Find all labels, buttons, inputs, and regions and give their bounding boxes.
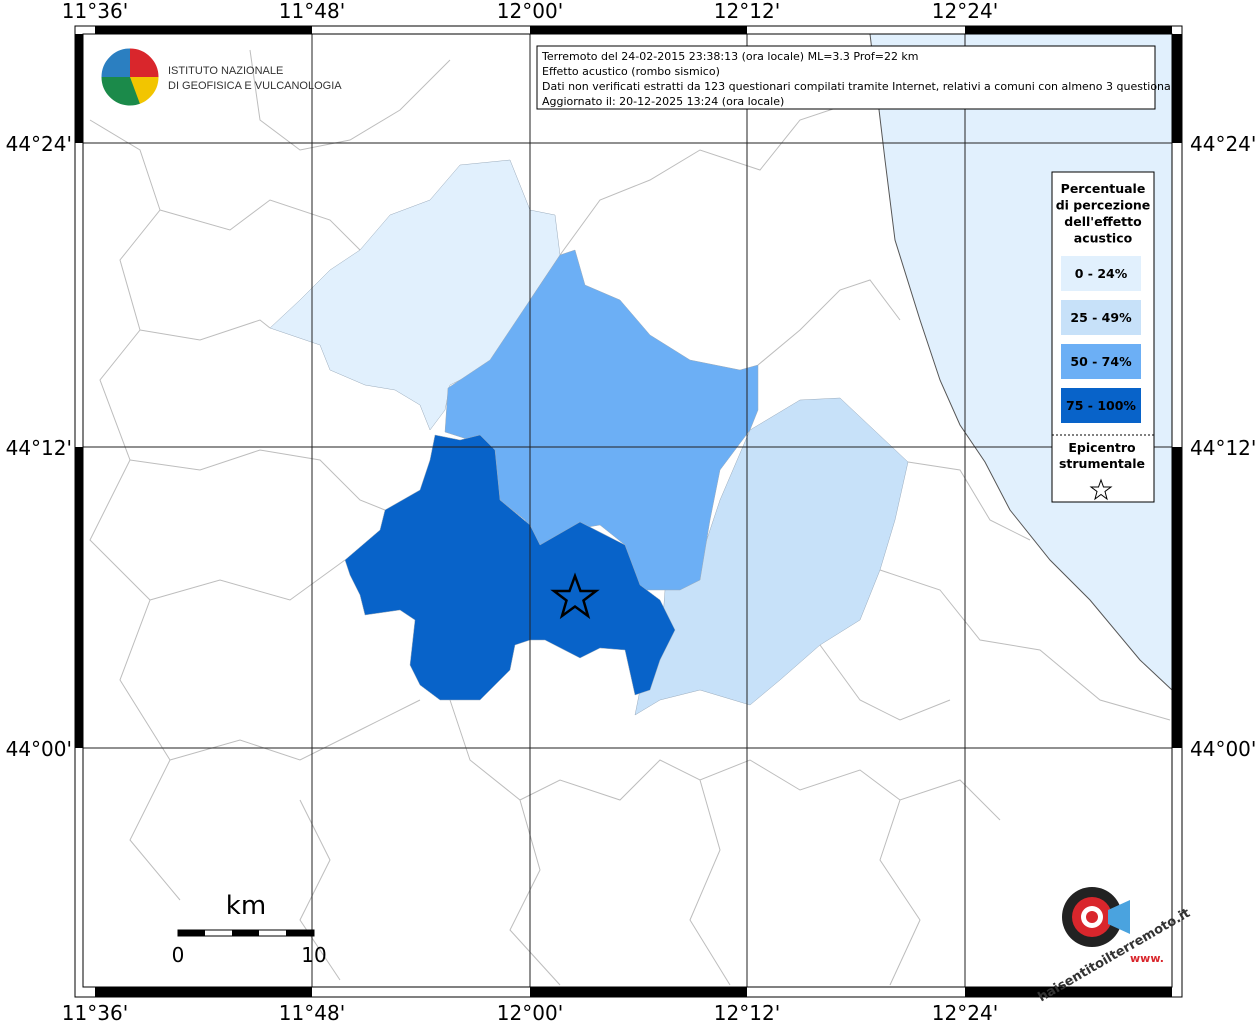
- longitude-label: 12°00': [497, 1001, 563, 1024]
- latitude-label: 44°12': [6, 436, 72, 460]
- logo-text: ISTITUTO NAZIONALE: [168, 65, 283, 77]
- scale-unit: km: [226, 891, 266, 921]
- legend-swatch: [1061, 344, 1141, 379]
- legend-title: acustico: [1074, 231, 1133, 246]
- legend-title: di percezione: [1056, 198, 1151, 213]
- ingv-logo: ISTITUTO NAZIONALE DI GEOFISICA E VULCAN…: [100, 47, 342, 107]
- longitude-label: 11°36': [62, 1001, 128, 1024]
- scale-start: 0: [172, 943, 185, 967]
- frame: [74, 25, 1183, 998]
- logo-text: DI GEOFISICA E VULCANOLOGIA: [168, 80, 342, 92]
- longitude-label: 12°24': [932, 0, 998, 23]
- legend-title: Percentuale: [1061, 181, 1146, 196]
- coastline: [869, 33, 1173, 691]
- info-line: Terremoto del 24-02-2015 23:38:13 (ora l…: [541, 50, 919, 63]
- info-line: Aggiornato il: 20-12-2025 13:24 (ora loc…: [542, 95, 784, 108]
- graticule: [83, 34, 1172, 987]
- longitude-label: 11°36': [62, 0, 128, 23]
- boundaries: [89, 49, 1171, 986]
- legend-swatch: [1061, 300, 1141, 335]
- info-line: Dati non verificati estratti da 123 ques…: [542, 80, 1182, 93]
- region-class-2: [444, 249, 759, 591]
- info-box: Terremoto del 24-02-2015 23:38:13 (ora l…: [536, 45, 1182, 110]
- legend-label: 0 - 24%: [1075, 266, 1128, 281]
- longitude-label: 12°12': [714, 1001, 780, 1024]
- legend-swatch: [1061, 388, 1141, 423]
- legend-label: 75 - 100%: [1066, 398, 1136, 413]
- latitude-label: 44°00': [6, 737, 72, 761]
- legend-star: [1089, 478, 1113, 501]
- info-line: Effetto acustico (rombo sismico): [542, 65, 720, 78]
- legend-swatch: [1061, 256, 1141, 291]
- latitude-label: 44°12': [1190, 436, 1255, 460]
- scale-end: 10: [301, 943, 326, 967]
- legend-label: 25 - 49%: [1070, 310, 1132, 325]
- latitude-label: 44°24': [1190, 132, 1255, 156]
- longitude-label: 12°00': [497, 0, 563, 23]
- logo-text: www.: [1130, 952, 1164, 965]
- legend-epicenter: strumentale: [1059, 456, 1145, 471]
- longitude-label: 12°12': [714, 0, 780, 23]
- longitude-label: 12°24': [932, 1001, 998, 1024]
- latitude-label: 44°24': [6, 132, 72, 156]
- legend-title: dell'effetto: [1064, 214, 1142, 229]
- latitude-label: 44°00': [1190, 737, 1255, 761]
- scale-bar: km 0 10: [172, 891, 327, 967]
- longitude-label: 11°48': [279, 0, 345, 23]
- longitude-label: 11°48': [279, 1001, 345, 1024]
- region-class-3: [344, 434, 676, 701]
- legend-epicenter: Epicentro: [1068, 440, 1136, 455]
- epicenter-star: [550, 572, 600, 620]
- axis-labels: 11°36' 11°36' 11°48' 11°48' 12°00' 12°00' 12°1…: [6, 0, 1255, 1024]
- legend-label: 50 - 74%: [1070, 354, 1132, 369]
